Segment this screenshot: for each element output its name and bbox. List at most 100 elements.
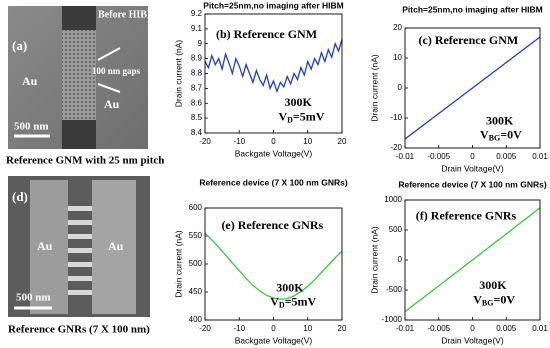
bias-condition: VBG=0V xyxy=(480,127,522,142)
x-tick-label: 0 xyxy=(271,324,276,333)
temperature: 300K xyxy=(479,278,507,292)
bias-subscript: D xyxy=(287,115,293,124)
x-axis-label: Backgate Voltage(V) xyxy=(235,335,313,345)
image-label: Au xyxy=(37,239,53,253)
plot-frame xyxy=(204,13,343,134)
y-tick-label: 8.9 xyxy=(191,54,203,63)
y-tick-label: 450 xyxy=(189,287,203,296)
x-tick-label: 0 xyxy=(470,152,475,161)
image-label: (d) xyxy=(12,189,28,204)
caption: Reference GNRs (7 X 100 nm) xyxy=(8,324,150,336)
y-tick-label: 600 xyxy=(189,203,203,212)
y-tick-label: 8.4 xyxy=(191,128,203,137)
y-tick-label: -1000 xyxy=(382,315,403,324)
bias-value: =5mV xyxy=(285,294,317,308)
panel-label: (f) Reference GNRs xyxy=(416,208,517,222)
plot-frame xyxy=(204,207,343,321)
y-axis-label: Drain current (nA) xyxy=(369,54,379,122)
y-tick-label: 500 xyxy=(189,259,203,268)
x-tick-label: 0 xyxy=(271,137,276,146)
x-tick-label: 0.01 xyxy=(532,324,548,333)
y-tick-label: 0 xyxy=(398,255,403,264)
caption: Reference GNM with 25 nm pitch xyxy=(6,155,164,167)
x-tick-label: -20 xyxy=(199,137,211,146)
y-tick-label: -500 xyxy=(386,285,403,294)
image-label: 100 nm gaps xyxy=(92,66,141,76)
bias-condition: VD=5mV xyxy=(270,294,316,309)
data-line xyxy=(404,36,541,140)
y-tick-label: 8.6 xyxy=(191,98,203,107)
bias-value: =5mV xyxy=(293,109,325,123)
y-tick-label: 8.5 xyxy=(191,113,203,122)
x-tick-label: 0.005 xyxy=(496,324,517,333)
y-axis-label: Drain current (nA) xyxy=(173,230,183,298)
plot-frame xyxy=(404,27,541,149)
panel-label: (e) Reference GNRs xyxy=(221,218,323,232)
x-tick-label: 10 xyxy=(303,137,312,146)
panel-label: (b) Reference GNM xyxy=(216,27,317,41)
y-tick-label: 10 xyxy=(393,53,402,62)
data-line xyxy=(204,39,343,94)
panel-label: (c) Reference GNM xyxy=(419,33,519,47)
image-label: 500 nm xyxy=(16,292,51,304)
bias-symbol: V xyxy=(278,109,287,123)
temperature: 300K xyxy=(486,113,514,127)
sem-image-a: (a) Before HIBM 100 nm gaps Au Au 500 nm xyxy=(8,6,157,149)
x-axis-label: Drain Voltage(V) xyxy=(441,335,504,345)
chart-title: Pitch=25nm,no imaging after HIBM xyxy=(203,0,344,10)
y-tick-label: 9.2 xyxy=(191,9,203,18)
y-tick-label: 8.7 xyxy=(191,83,203,92)
sem-image-d: (d) Au Au 500 nm xyxy=(8,176,150,317)
chart-title: Reference device (7 X 100 nm GNRs) xyxy=(199,177,348,187)
x-tick-label: -10 xyxy=(233,137,245,146)
x-axis-label: Backgate Voltage(V) xyxy=(235,148,313,158)
x-tick-label: -20 xyxy=(199,324,211,333)
x-tick-label: 0 xyxy=(470,324,475,333)
y-tick-label: 20 xyxy=(393,23,402,32)
bias-condition: VD=5mV xyxy=(278,109,324,124)
image-label: Before HIBM xyxy=(98,9,157,20)
x-tick-label: 0.01 xyxy=(532,152,548,161)
data-line xyxy=(204,232,343,300)
x-tick-label: -10 xyxy=(233,324,245,333)
x-tick-label: -0.005 xyxy=(427,324,450,333)
x-tick-label: 20 xyxy=(338,324,347,333)
chart-title: Reference device (7 X 100 nm GNRs) xyxy=(398,179,547,189)
y-tick-label: 9 xyxy=(198,39,203,48)
bias-subscript: D xyxy=(279,300,285,309)
temperature: 300K xyxy=(284,95,312,109)
image-label: (a) xyxy=(12,38,27,53)
image-label: Au xyxy=(22,74,38,88)
image-label: 500 nm xyxy=(14,121,49,133)
x-tick-label: -0.01 xyxy=(396,152,415,161)
x-tick-label: 0.005 xyxy=(496,152,517,161)
x-tick-label: -0.01 xyxy=(396,324,415,333)
x-tick-label: -0.005 xyxy=(427,152,450,161)
bias-value: =0V xyxy=(500,127,522,141)
bias-condition: VBG=0V xyxy=(473,292,515,307)
y-axis-label: Drain current (nA) xyxy=(369,226,379,294)
image-label: Au xyxy=(108,239,124,253)
bias-value: =0V xyxy=(493,292,515,306)
y-axis-label: Drain current (nA) xyxy=(173,40,183,108)
x-axis-label: Drain Voltage(V) xyxy=(441,163,504,173)
y-tick-label: 400 xyxy=(189,315,203,324)
bias-symbol: V xyxy=(480,127,489,141)
plot-frame xyxy=(404,199,541,321)
chart-title: Pitch=25nm,no imaging after HIBM xyxy=(402,4,543,14)
bias-symbol: V xyxy=(270,294,279,308)
image-label: Au xyxy=(104,97,120,111)
bias-subscript: BG xyxy=(489,133,501,142)
bias-symbol: V xyxy=(473,292,482,306)
y-tick-label: 9.1 xyxy=(191,24,203,33)
x-tick-label: 10 xyxy=(303,324,312,333)
y-tick-label: 1000 xyxy=(384,195,402,204)
y-tick-label: -20 xyxy=(390,143,402,152)
y-tick-label: 550 xyxy=(189,231,203,240)
temperature: 300K xyxy=(276,280,304,294)
bias-subscript: BG xyxy=(482,298,494,307)
data-line xyxy=(404,207,541,313)
y-tick-label: 0 xyxy=(398,83,403,92)
y-tick-label: -10 xyxy=(390,113,402,122)
